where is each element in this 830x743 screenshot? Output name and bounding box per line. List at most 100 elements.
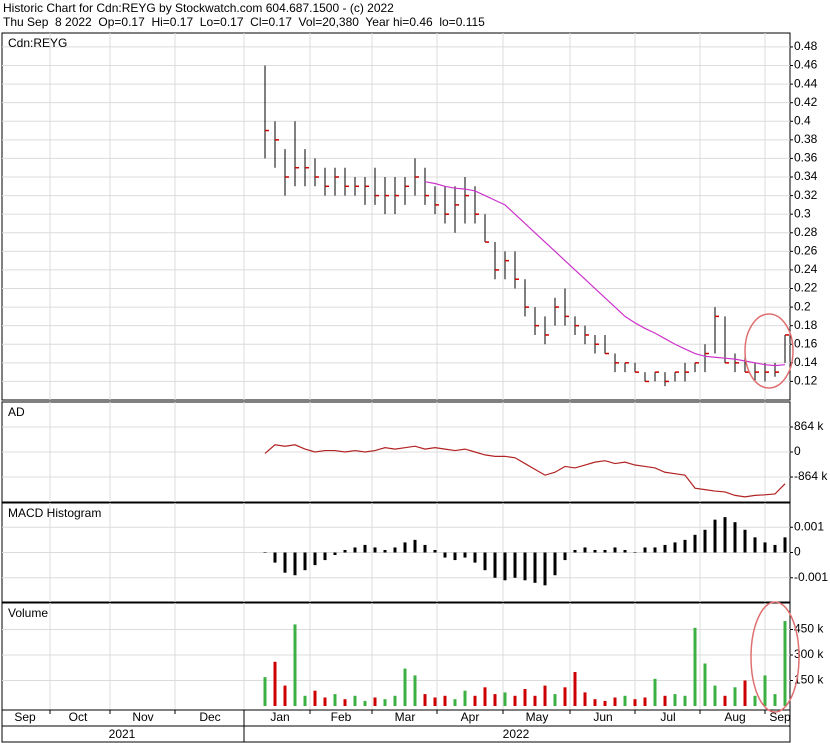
y-tick-label: 450 k <box>794 622 824 636</box>
volume-bar <box>493 694 497 706</box>
histogram-bar <box>333 552 337 556</box>
volume-bar <box>713 685 717 706</box>
histogram-bar <box>443 552 447 558</box>
y-tick-label: -864 k <box>794 469 828 483</box>
y-tick-label: 0.24 <box>794 262 818 276</box>
panel-title: Cdn:REYG <box>8 36 67 50</box>
y-tick-label: 0.38 <box>794 132 818 146</box>
y-tick-label: 0 <box>794 545 801 559</box>
histogram-bar <box>573 549 577 553</box>
histogram-bar <box>493 552 497 578</box>
histogram-bar <box>733 522 737 553</box>
histogram-bar <box>323 552 327 561</box>
histogram-bar <box>303 552 307 571</box>
volume-bar <box>693 627 697 706</box>
y-tick-label: 0.46 <box>794 58 818 72</box>
histogram-bar <box>433 549 437 553</box>
volume-bar <box>483 687 487 706</box>
y-tick-label: 0.42 <box>794 95 818 109</box>
histogram-bar <box>483 552 487 571</box>
volume-bar <box>353 695 357 706</box>
year-label: 2021 <box>109 727 136 741</box>
y-tick-label: 0.28 <box>794 225 818 239</box>
header-line: Historic Chart for Cdn:REYG by Stockwatc… <box>3 1 394 15</box>
volume-bar <box>443 695 447 706</box>
histogram-bar <box>313 552 317 566</box>
histogram-bar <box>633 552 637 553</box>
volume-bar <box>683 695 687 706</box>
volume-bar <box>473 695 477 706</box>
volume-bar <box>363 700 367 706</box>
volume-bar <box>513 695 517 706</box>
volume-bar <box>393 695 397 706</box>
histogram-bar <box>423 544 427 553</box>
volume-bar <box>343 699 347 706</box>
y-tick-label: 0.48 <box>794 39 818 53</box>
month-label: May <box>526 710 549 724</box>
y-tick-label: 0.18 <box>794 318 818 332</box>
volume-bar <box>563 687 567 706</box>
histogram-bar <box>623 549 627 553</box>
histogram-bar <box>503 552 507 581</box>
volume-bar <box>673 694 677 706</box>
histogram-bar <box>743 529 747 553</box>
histogram-bar <box>263 552 267 553</box>
histogram-bar <box>453 552 457 561</box>
volume-bar <box>633 699 637 706</box>
histogram-bar <box>683 539 687 553</box>
volume-bar <box>583 692 587 706</box>
volume-bar <box>423 694 427 706</box>
histogram-bar <box>373 547 377 553</box>
y-tick-label: 0.26 <box>794 244 818 258</box>
y-tick-label: 0.16 <box>794 336 818 350</box>
histogram-bar <box>523 552 527 581</box>
volume-bar <box>623 695 627 706</box>
volume-bar <box>543 685 547 706</box>
month-label: Jul <box>660 710 675 724</box>
month-label: Apr <box>461 710 480 724</box>
histogram-bar <box>783 537 787 553</box>
panel-title: AD <box>8 405 25 419</box>
volume-bar <box>613 697 617 706</box>
volume-bar <box>453 699 457 706</box>
year-label: 2022 <box>503 727 530 741</box>
y-tick-label: 0.44 <box>794 76 818 90</box>
histogram-bar <box>383 549 387 553</box>
month-label: Mar <box>395 710 416 724</box>
histogram-bar <box>773 544 777 553</box>
histogram-bar <box>763 542 767 553</box>
volume-bar <box>373 697 377 706</box>
histogram-bar <box>583 547 587 553</box>
y-tick-label: 0.22 <box>794 281 818 295</box>
histogram-bar <box>533 552 537 583</box>
volume-bar <box>283 685 287 706</box>
y-tick-label: -0.001 <box>794 570 828 584</box>
histogram-bar <box>553 552 557 576</box>
month-label: Jun <box>593 710 612 724</box>
month-label: Aug <box>724 710 745 724</box>
month-label: Feb <box>331 710 352 724</box>
month-label: Oct <box>69 710 88 724</box>
month-label: Nov <box>132 710 153 724</box>
volume-bar <box>553 694 557 706</box>
y-tick-label: 0.32 <box>794 188 818 202</box>
volume-bar <box>783 621 787 706</box>
panel-frame <box>1 32 791 401</box>
highlight-circle <box>744 313 794 389</box>
histogram-bar <box>293 552 297 576</box>
volume-bar <box>653 678 657 706</box>
volume-bar <box>403 668 407 706</box>
histogram-bar <box>513 552 517 578</box>
histogram-bar <box>413 539 417 553</box>
volume-bar <box>323 697 327 706</box>
panel-title: MACD Histogram <box>8 506 101 520</box>
histogram-bar <box>673 542 677 553</box>
volume-bar <box>663 695 667 706</box>
y-tick-label: 150 k <box>794 673 824 687</box>
volume-bar <box>743 680 747 706</box>
histogram-bar <box>343 549 347 553</box>
panels: 0.12 0.14 0.16 0.18 0.2 0.22 0.24 0.26 0.28 0.3 0.… <box>1 32 828 743</box>
histogram-bar <box>693 534 697 553</box>
y-tick-label: 0.3 <box>794 206 811 220</box>
